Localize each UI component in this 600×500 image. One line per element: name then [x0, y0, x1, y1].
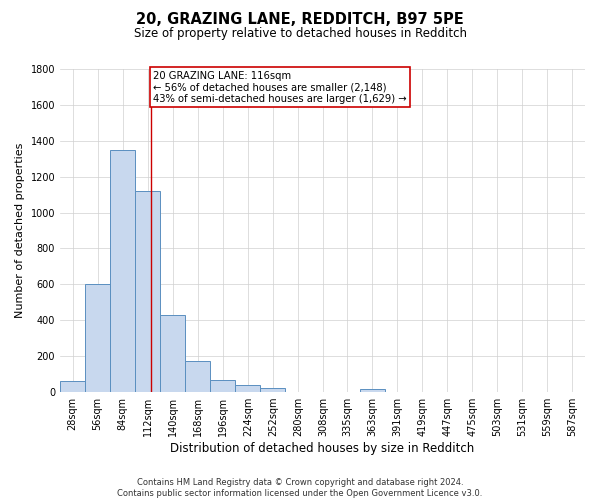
- Bar: [210, 380, 235, 392]
- Bar: [85, 284, 110, 392]
- Text: 20, GRAZING LANE, REDDITCH, B97 5PE: 20, GRAZING LANE, REDDITCH, B97 5PE: [136, 12, 464, 28]
- Bar: [359, 389, 385, 392]
- Bar: [60, 382, 85, 392]
- Text: Size of property relative to detached houses in Redditch: Size of property relative to detached ho…: [133, 28, 467, 40]
- Y-axis label: Number of detached properties: Number of detached properties: [15, 143, 25, 318]
- Bar: [160, 315, 185, 392]
- X-axis label: Distribution of detached houses by size in Redditch: Distribution of detached houses by size …: [170, 442, 475, 455]
- Text: 20 GRAZING LANE: 116sqm
← 56% of detached houses are smaller (2,148)
43% of semi: 20 GRAZING LANE: 116sqm ← 56% of detache…: [153, 71, 407, 104]
- Bar: [135, 191, 160, 392]
- Bar: [185, 360, 210, 392]
- Bar: [260, 388, 286, 392]
- Bar: [235, 386, 260, 392]
- Bar: [110, 150, 135, 392]
- Text: Contains HM Land Registry data © Crown copyright and database right 2024.
Contai: Contains HM Land Registry data © Crown c…: [118, 478, 482, 498]
